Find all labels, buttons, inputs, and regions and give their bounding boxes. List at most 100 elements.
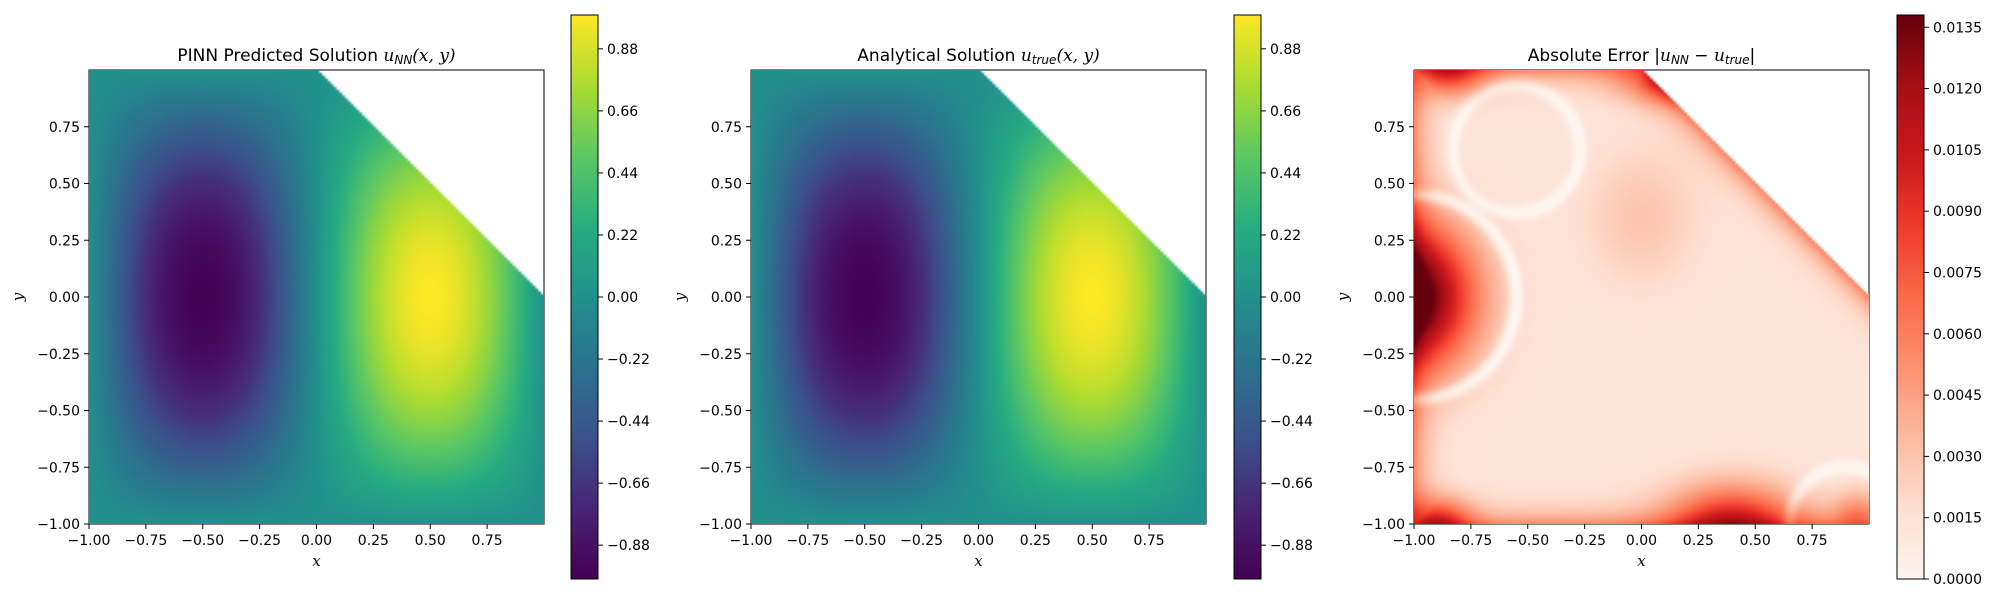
colorbar-tick-label: 0.0105	[1933, 143, 1982, 159]
colorbar-gradient-2	[1234, 15, 1261, 579]
x-tick-label: 0.75	[1797, 533, 1828, 549]
x-tick-label: −0.75	[786, 533, 829, 549]
y-tick-label: −0.50	[699, 404, 742, 420]
colorbar-tick-label: 0.00	[1270, 290, 1301, 306]
chart-title: PINN Predicted Solution uNN(x, y)	[177, 46, 455, 67]
colorbar-tick-label: 0.0135	[1933, 20, 1982, 36]
chart-panel-1: −1.00 −0.75 −0.50 −0.25 0.00 0.25 0.50 0.75 −1.0…	[9, 14, 650, 580]
heatmap-field-1	[89, 70, 544, 524]
colorbar-tick-label: 0.88	[607, 42, 638, 58]
panels: −1.00 −0.75 −0.50 −0.25 0.00 0.25 0.50 0.75 −1.0…	[9, 14, 1982, 588]
x-tick-label: −0.25	[900, 533, 943, 549]
x-tick-label: 0.50	[1740, 533, 1771, 549]
x-tick-label: 0.25	[1683, 533, 1714, 549]
colorbar-tick-label: −0.22	[607, 352, 650, 368]
chart-panel-2: −1.00 −0.75 −0.50 −0.25 0.00 0.25 0.50 0.75 −1.0…	[671, 14, 1313, 580]
x-tick-label: 0.50	[415, 533, 446, 549]
colorbar-tick-label: 0.44	[1270, 166, 1301, 182]
x-tick-label: −0.75	[1449, 533, 1492, 549]
colorbar-3: 0.0000 0.0015 0.0030 0.0045 0.0060 0.0075 0.00…	[1896, 14, 1982, 588]
colorbar-frame-3	[1896, 14, 1925, 580]
y-tick-label: 0.25	[1374, 233, 1405, 249]
y-tick-label: −1.00	[699, 517, 742, 533]
y-tick-label: −0.50	[37, 404, 80, 420]
colorbar-tick-label: 0.0090	[1933, 204, 1982, 220]
x-axis-label: x	[312, 552, 321, 570]
colorbar-tick-label: −0.88	[607, 538, 650, 554]
y-tick-label: −0.25	[1362, 347, 1405, 363]
heatmap-field-2	[751, 70, 1206, 524]
x-tick-label: 0.25	[358, 533, 389, 549]
y-tick-label: 0.75	[1374, 120, 1405, 136]
y-tick-label: 0.00	[711, 290, 742, 306]
colorbar-tick-label: 0.66	[1270, 104, 1301, 120]
y-tick-label: 0.50	[1374, 177, 1405, 193]
chart-panel-3: −1.00 −0.75 −0.50 −0.25 0.00 0.25 0.50 0.75 −1.0…	[1334, 14, 1982, 588]
heatmap-field-3	[1414, 70, 1869, 524]
x-tick-label: −0.25	[1563, 533, 1606, 549]
x-axis-label: x	[974, 552, 983, 570]
x-tick-label: 0.00	[963, 533, 994, 549]
colorbar-tick-label: 0.22	[1270, 228, 1301, 244]
y-tick-label: −0.50	[1362, 404, 1405, 420]
colorbar-tick-label: 0.0060	[1933, 327, 1982, 343]
y-tick-label: −0.75	[1362, 460, 1405, 476]
x-tick-label: −0.50	[1506, 533, 1549, 549]
colorbar-tick-label: −0.22	[1270, 352, 1313, 368]
y-axis-label: y	[671, 292, 689, 302]
x-axis-label: x	[1637, 552, 1646, 570]
y-tick-label: 0.50	[49, 177, 80, 193]
colorbar-gradient-3	[1897, 15, 1924, 579]
x-tick-label: 0.25	[1020, 533, 1051, 549]
y-tick-label: 0.00	[1374, 290, 1405, 306]
colorbar-tick-label: −0.66	[607, 476, 650, 492]
colorbar-tick-label: −0.44	[607, 414, 650, 430]
chart-title: Analytical Solution utrue(x, y)	[857, 46, 1099, 67]
y-tick-label: −1.00	[1362, 517, 1405, 533]
colorbar-tick-label: 0.0000	[1933, 572, 1982, 588]
colorbar-tick-label: 0.0015	[1933, 511, 1982, 527]
colorbar-tick-label: −0.44	[1270, 414, 1313, 430]
x-tick-label: 0.75	[472, 533, 503, 549]
x-tick-label: 0.00	[1626, 533, 1657, 549]
colorbar-tick-label: 0.0120	[1933, 82, 1982, 98]
y-tick-label: 0.75	[711, 120, 742, 136]
y-tick-label: −0.25	[37, 347, 80, 363]
colorbar-tick-label: 0.0075	[1933, 265, 1982, 281]
x-tick-label: −1.00	[730, 533, 773, 549]
y-tick-label: −0.25	[699, 347, 742, 363]
colorbar-tick-label: −0.66	[1270, 476, 1313, 492]
y-tick-label: 0.25	[711, 233, 742, 249]
colorbar-tick-label: 0.44	[607, 166, 638, 182]
chart-title: Absolute Error |uNN − utrue|	[1528, 46, 1756, 67]
y-axis-label: y	[9, 292, 27, 302]
x-tick-label: −0.75	[124, 533, 167, 549]
x-tick-label: 0.75	[1134, 533, 1165, 549]
x-tick-label: −1.00	[1393, 533, 1436, 549]
x-tick-label: −0.50	[843, 533, 886, 549]
y-axis-label: y	[1334, 292, 1352, 302]
y-tick-label: 0.00	[49, 290, 80, 306]
colorbar-tick-label: 0.0030	[1933, 449, 1982, 465]
x-tick-label: −0.25	[238, 533, 281, 549]
x-tick-label: −0.50	[181, 533, 224, 549]
colorbar-2: −0.88 −0.66 −0.44 −0.22 0.00 0.22 0.44 0.66 0.88	[1233, 14, 1313, 580]
y-tick-label: 0.75	[49, 120, 80, 136]
colorbar-tick-label: 0.0045	[1933, 388, 1982, 404]
colorbar-tick-label: −0.88	[1270, 538, 1313, 554]
colorbar-tick-label: 0.22	[607, 228, 638, 244]
y-tick-label: −0.75	[37, 460, 80, 476]
x-tick-label: 0.50	[1077, 533, 1108, 549]
colorbar-gradient-1	[571, 15, 598, 579]
colorbar-tick-label: 0.88	[1270, 42, 1301, 58]
colorbar-tick-label: 0.66	[607, 104, 638, 120]
y-tick-label: −1.00	[37, 517, 80, 533]
colorbar-1: −0.88 −0.66 −0.44 −0.22 0.00 0.22 0.44 0.66 0.88	[570, 14, 650, 580]
colorbar-tick-label: 0.00	[607, 290, 638, 306]
y-tick-label: 0.25	[49, 233, 80, 249]
y-tick-label: −0.75	[699, 460, 742, 476]
x-tick-label: 0.00	[301, 533, 332, 549]
x-tick-label: −1.00	[68, 533, 111, 549]
y-tick-label: 0.50	[711, 177, 742, 193]
